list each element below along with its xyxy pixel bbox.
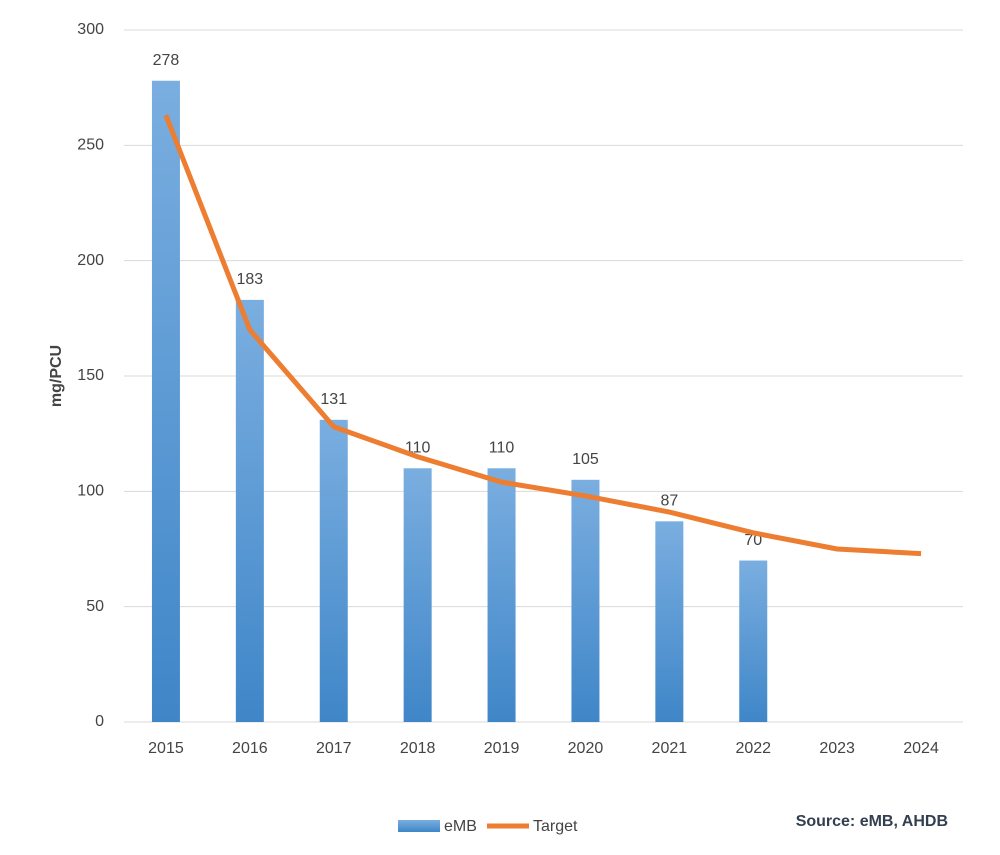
x-tick-label: 2015 (148, 740, 184, 757)
y-tick-label: 50 (86, 598, 104, 615)
data-label: 278 (153, 52, 180, 69)
y-tick-label: 150 (77, 367, 104, 384)
y-tick-label: 0 (95, 713, 104, 730)
y-tick-label: 200 (77, 252, 104, 269)
data-label: 131 (320, 391, 347, 408)
y-axis-label: mg/PCU (48, 345, 65, 407)
legend-swatch (398, 820, 440, 832)
x-tick-label: 2016 (232, 740, 268, 757)
data-label: 87 (660, 493, 678, 510)
y-tick-label: 100 (77, 483, 104, 500)
x-tick-label: 2022 (735, 740, 771, 757)
y-tick-label: 300 (77, 21, 104, 38)
y-tick-label: 250 (77, 137, 104, 154)
x-tick-label: 2017 (316, 740, 352, 757)
data-label: 105 (572, 451, 599, 468)
data-label: 183 (236, 271, 263, 288)
bar (403, 468, 432, 722)
x-tick-label: 2020 (568, 740, 604, 757)
bar (487, 468, 516, 722)
x-tick-label: 2023 (819, 740, 855, 757)
bar (571, 479, 600, 722)
bar (151, 80, 180, 723)
source-note: Source: eMB, AHDB (796, 813, 948, 830)
bar (319, 419, 348, 722)
x-tick-label: 2024 (903, 740, 939, 757)
data-label: 110 (489, 439, 515, 456)
bar (655, 521, 684, 722)
legend-label: eMB (444, 818, 477, 835)
bar (739, 560, 768, 722)
line (163, 114, 922, 557)
x-tick-label: 2019 (484, 740, 520, 757)
x-tick-label: 2021 (652, 740, 688, 757)
bar (235, 299, 264, 722)
legend-label: Target (533, 818, 578, 835)
x-tick-label: 2018 (400, 740, 436, 757)
